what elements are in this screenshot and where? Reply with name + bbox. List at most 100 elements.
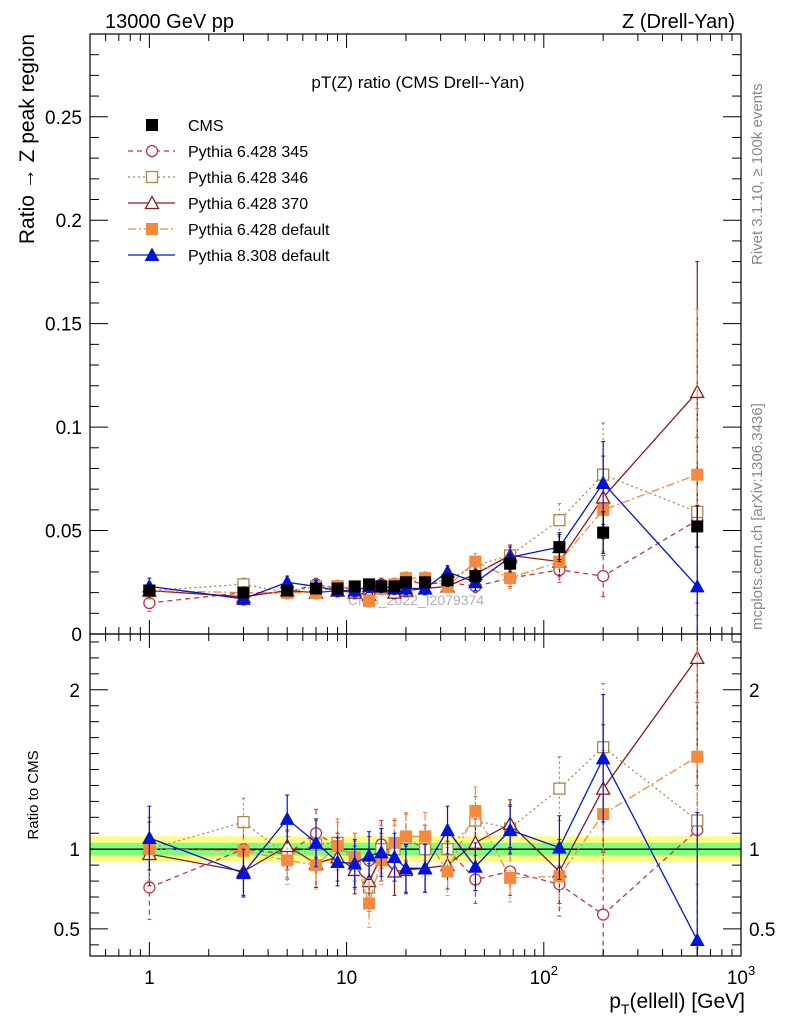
x-tick-label: 1 bbox=[144, 968, 155, 989]
x-axis-label: pT(ellell) [GeV] bbox=[609, 990, 745, 1017]
legend-marker bbox=[146, 223, 158, 235]
series-cms bbox=[143, 505, 704, 599]
y-tick-label: 0.05 bbox=[45, 522, 82, 543]
series-p345 bbox=[143, 702, 704, 957]
main-title: pT(Z) ratio (CMS Drell--Yan) bbox=[311, 73, 524, 92]
y-tick-label: 0.5 bbox=[54, 920, 80, 941]
mcplots-label: mcplots.cern.ch [arXiv:1306.3436] bbox=[749, 403, 766, 630]
data-point bbox=[281, 854, 294, 867]
data-point bbox=[504, 557, 517, 570]
legend-label: CMS bbox=[188, 118, 224, 135]
y-tick-label: 2 bbox=[749, 681, 760, 702]
data-point bbox=[281, 584, 294, 597]
data-point bbox=[469, 804, 482, 817]
data-point bbox=[279, 811, 295, 825]
x-tick-label: 10 bbox=[336, 968, 357, 989]
legend-label: Pythia 6.428 345 bbox=[188, 144, 308, 161]
x-tick-label: 102 bbox=[530, 963, 558, 989]
data-point bbox=[597, 908, 610, 921]
main-series-group bbox=[141, 261, 705, 635]
data-point bbox=[468, 859, 483, 873]
y-tick-label: 1 bbox=[749, 840, 760, 861]
legend-marker bbox=[144, 247, 160, 261]
data-point bbox=[552, 840, 567, 854]
data-point bbox=[331, 582, 344, 595]
process-label: Z (Drell-Yan) bbox=[622, 11, 735, 33]
data-point bbox=[440, 822, 455, 837]
legend-item-cms: CMS bbox=[146, 118, 224, 135]
ratio-y-axis-label: Ratio to CMS bbox=[25, 750, 42, 839]
x-tick-exponent: 3 bbox=[748, 963, 755, 978]
data-point bbox=[399, 576, 412, 589]
main-axis-ticks: 0 0.05 0.1 0.15 0.2 0.25 bbox=[45, 34, 742, 646]
series-p370 bbox=[141, 261, 705, 604]
legend-marker bbox=[146, 119, 158, 131]
legend-marker bbox=[145, 170, 159, 184]
x-tick-exponent: 2 bbox=[551, 963, 558, 978]
series-p346 bbox=[143, 682, 704, 949]
data-point bbox=[469, 555, 482, 568]
data-point bbox=[504, 871, 517, 884]
data-point bbox=[691, 750, 704, 763]
series-line-pdef bbox=[149, 756, 698, 906]
data-point bbox=[441, 865, 454, 878]
data-point bbox=[375, 580, 388, 593]
data-point bbox=[595, 475, 611, 489]
data-point bbox=[689, 932, 705, 947]
ratio-axis-ticks: 1 10 102 103 0.5 0.5 1 1 2 2 bbox=[54, 634, 775, 989]
data-point bbox=[347, 855, 363, 870]
data-point bbox=[398, 860, 414, 875]
legend-marker bbox=[144, 195, 160, 210]
data-point bbox=[363, 897, 376, 910]
legend: CMS Pythia 6.428 345 Pythia 6.428 346 Pythi… bbox=[128, 118, 330, 265]
series-line-p370 bbox=[149, 391, 698, 598]
energy-label: 13000 GeV pp bbox=[105, 11, 234, 33]
legend-item-p8: Pythia 8.308 default bbox=[128, 247, 330, 265]
y-tick-label: 0.5 bbox=[749, 920, 775, 941]
y-tick-label: 1 bbox=[69, 840, 80, 861]
data-point bbox=[595, 750, 611, 765]
legend-marker bbox=[145, 144, 159, 158]
data-point bbox=[348, 580, 361, 593]
legend-label: Pythia 6.428 default bbox=[188, 222, 330, 239]
data-point bbox=[361, 848, 377, 862]
data-point bbox=[689, 578, 705, 593]
data-point bbox=[237, 586, 250, 599]
data-point bbox=[310, 582, 323, 595]
data-point bbox=[143, 584, 156, 597]
y-tick-label: 0 bbox=[71, 625, 82, 646]
y-tick-label: 2 bbox=[69, 681, 80, 702]
data-point bbox=[236, 865, 251, 880]
series-p8 bbox=[142, 694, 705, 957]
data-point bbox=[691, 520, 704, 533]
data-point bbox=[553, 541, 566, 554]
data-point bbox=[441, 574, 454, 587]
data-point bbox=[597, 526, 610, 539]
legend-label: Pythia 8.308 default bbox=[188, 248, 330, 265]
ratio-panel: 1 10 102 103 0.5 0.5 1 1 2 2 Ratio to CMS pT(elle… bbox=[25, 633, 775, 1017]
data-point bbox=[373, 844, 389, 859]
data-point bbox=[502, 822, 518, 837]
y-tick-label: 0.2 bbox=[56, 211, 82, 232]
data-point bbox=[308, 835, 324, 849]
rivet-label: Rivet 3.1.10, ≥ 100k events bbox=[749, 83, 766, 265]
watermark: CMS_2022_I2079374 bbox=[348, 592, 484, 608]
data-point bbox=[363, 594, 376, 607]
data-point bbox=[142, 830, 157, 845]
data-point bbox=[330, 854, 345, 868]
legend-item-p345: Pythia 6.428 345 bbox=[128, 144, 308, 161]
data-point bbox=[553, 782, 566, 795]
data-point bbox=[417, 860, 433, 875]
legend-item-p370: Pythia 6.428 370 bbox=[128, 195, 308, 213]
data-point bbox=[399, 830, 412, 843]
main-panel: 0 0.05 0.1 0.15 0.2 0.25 pT(Z) ratio (CMS Dre… bbox=[16, 33, 742, 646]
ratio-frame bbox=[89, 633, 742, 957]
data-point bbox=[419, 830, 432, 843]
data-point bbox=[597, 569, 610, 583]
data-point bbox=[387, 849, 402, 864]
data-point bbox=[419, 576, 432, 589]
legend-label: Pythia 6.428 370 bbox=[188, 196, 308, 213]
data-point bbox=[469, 570, 482, 583]
data-point bbox=[553, 514, 566, 527]
